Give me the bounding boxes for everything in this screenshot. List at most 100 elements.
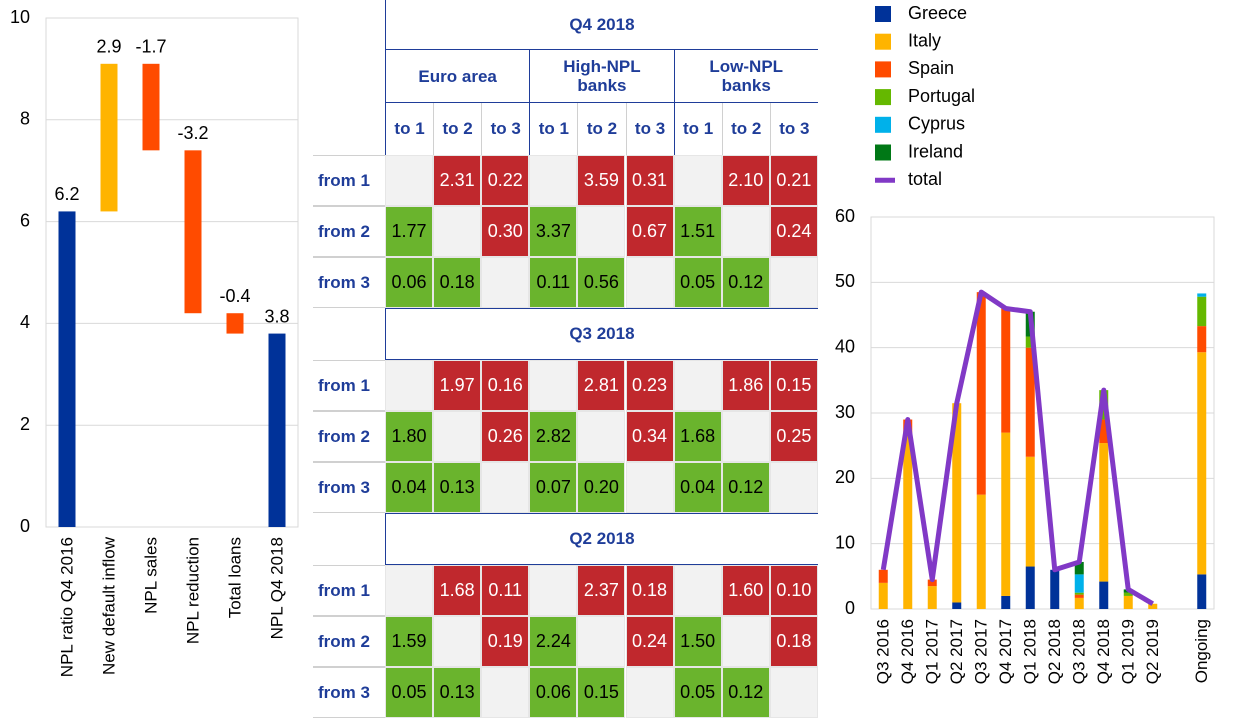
table-cell: 1.51 (673, 206, 722, 257)
table-cell: 0.21 (769, 155, 818, 206)
table-cell (673, 360, 722, 411)
table-cell (721, 206, 770, 257)
row-label: from 1 (313, 360, 385, 411)
table-cell (673, 155, 722, 206)
table-cell (769, 667, 818, 718)
y-tick-label: 0 (20, 516, 30, 536)
value-label: -3.2 (177, 123, 208, 143)
y-tick-label: 10 (835, 532, 855, 552)
bar-segment (1074, 574, 1084, 593)
table-cell: 0.67 (625, 206, 674, 257)
table-cell: 1.59 (385, 616, 434, 667)
table-cell (481, 667, 530, 718)
x-tick-label: Ongoing (1192, 619, 1211, 683)
table-cell: 0.11 (481, 565, 530, 616)
x-tick-label: Q2 2019 (1143, 619, 1162, 684)
bar (100, 63, 118, 212)
table-cell: 2.37 (577, 565, 626, 616)
y-tick-label: 30 (835, 402, 855, 422)
table-cell (529, 155, 578, 206)
y-tick-label: 40 (835, 336, 855, 356)
column-header: to 2 (721, 103, 770, 155)
bar-segment (1123, 592, 1133, 596)
legend-label: Cyprus (908, 114, 965, 134)
value-label: 6.2 (54, 184, 79, 204)
bar-segment (903, 432, 913, 609)
table-cell: 0.23 (625, 360, 674, 411)
table-cell (385, 360, 434, 411)
table-cell: 1.80 (385, 411, 434, 462)
table-cell: 1.77 (385, 206, 434, 257)
table-cell: 0.12 (721, 667, 770, 718)
bar-segment (1197, 574, 1207, 609)
table-cell: 0.31 (625, 155, 674, 206)
y-tick-label: 6 (20, 210, 30, 230)
group-header: Euro area (385, 50, 530, 103)
row-label: from 2 (313, 616, 385, 667)
bar-segment (1099, 581, 1109, 609)
x-tick-label: Q1 2019 (1119, 619, 1138, 684)
value-label: 2.9 (96, 37, 121, 57)
table-cell: 0.26 (481, 411, 530, 462)
value-label: 3.8 (264, 306, 289, 326)
x-tick-label: NPL Q4 2018 (267, 537, 286, 639)
x-tick-label: Total loans (225, 537, 244, 618)
table-cell (577, 411, 626, 462)
table-cell (433, 206, 482, 257)
bar-segment (1001, 595, 1011, 609)
table-cell (529, 565, 578, 616)
y-tick-label: 50 (835, 271, 855, 291)
legend-label: Spain (908, 58, 954, 78)
table-cell: 2.10 (721, 155, 770, 206)
bar-segment (976, 494, 986, 609)
bar-segment (1099, 443, 1109, 582)
bar-segment (1025, 456, 1035, 567)
bar-segment (927, 579, 937, 587)
table-cell: 0.19 (481, 616, 530, 667)
table-cell: 0.15 (769, 360, 818, 411)
table-cell: 0.56 (577, 257, 626, 308)
bar-segment (952, 602, 962, 609)
bar-segment (1025, 336, 1035, 348)
x-tick-label: Q3 2016 (874, 619, 893, 684)
table-cell: 0.24 (625, 616, 674, 667)
column-header: to 1 (385, 103, 433, 155)
bar-segment (1197, 296, 1207, 327)
section-title: Q2 2018 (385, 513, 818, 565)
bar-segment (1074, 597, 1084, 609)
bar (268, 333, 286, 527)
legend-swatch (875, 6, 891, 22)
bar (184, 150, 202, 314)
table-cell: 1.60 (721, 565, 770, 616)
y-tick-label: 10 (10, 7, 30, 27)
table-cell (481, 257, 530, 308)
legend-swatch (875, 61, 891, 78)
table-cell: 0.10 (769, 565, 818, 616)
value-label: -1.7 (135, 37, 166, 57)
legend-swatch (875, 89, 891, 106)
bar-segment (1025, 347, 1035, 457)
table-cell: 0.18 (433, 257, 482, 308)
table-cell: 0.34 (625, 411, 674, 462)
table-cell: 0.06 (529, 667, 578, 718)
x-tick-label: Q3 2017 (972, 619, 991, 684)
x-tick-label: Q1 2018 (1021, 619, 1040, 684)
legend-label: total (908, 169, 942, 189)
table-cell: 0.06 (385, 257, 434, 308)
x-tick-label: NPL reduction (183, 537, 202, 644)
bar-segment (1050, 569, 1060, 609)
column-header: to 2 (433, 103, 481, 155)
row-label: from 1 (313, 155, 385, 206)
table-cell (769, 257, 818, 308)
table-cell: 3.37 (529, 206, 578, 257)
table-cell (625, 257, 674, 308)
group-header: High-NPL banks (529, 50, 674, 103)
row-label: from 3 (313, 667, 385, 718)
bar-segment (1099, 419, 1109, 444)
table-cell: 0.15 (577, 667, 626, 718)
bar-segment (1074, 561, 1084, 575)
table-cell (673, 565, 722, 616)
y-tick-label: 8 (20, 109, 30, 129)
table-cell (577, 616, 626, 667)
bar-segment (878, 582, 888, 609)
